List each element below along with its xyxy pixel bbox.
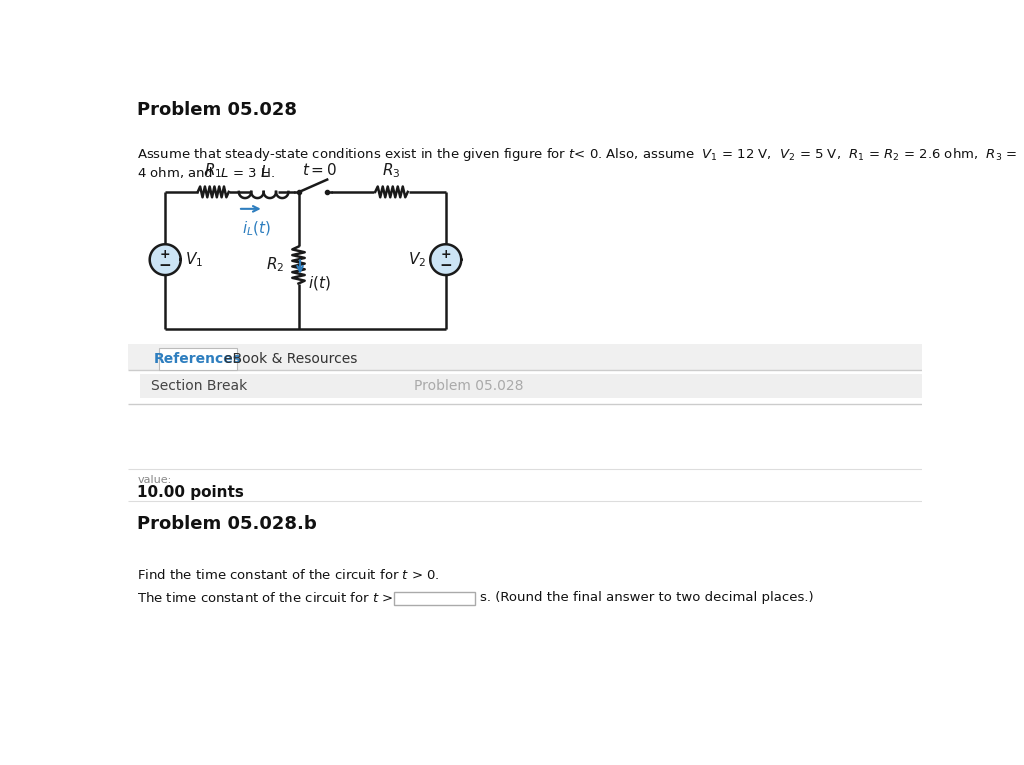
Text: Problem 05.028.b: Problem 05.028.b — [137, 516, 317, 533]
Text: value:: value: — [137, 475, 172, 485]
Bar — [394, 591, 475, 605]
Text: $i_L(t)$: $i_L(t)$ — [242, 220, 271, 238]
Text: Problem 05.028: Problem 05.028 — [137, 101, 297, 119]
Polygon shape — [430, 244, 461, 275]
Polygon shape — [150, 244, 180, 275]
Text: −: − — [159, 259, 172, 273]
Text: s. (Round the final answer to two decimal places.): s. (Round the final answer to two decima… — [480, 591, 813, 604]
Bar — [159, 348, 237, 369]
Text: $L$: $L$ — [260, 164, 270, 180]
Bar — [139, 373, 922, 399]
Text: References: References — [154, 352, 242, 366]
Text: $t = 0$: $t = 0$ — [302, 162, 337, 178]
Text: Assume that steady-state conditions exist in the given figure for $t$< 0. Also, : Assume that steady-state conditions exis… — [137, 145, 1018, 180]
Bar — [128, 369, 922, 405]
Text: 10.00 points: 10.00 points — [137, 484, 244, 500]
Text: The time constant of the circuit for $t$ > 0 is $\tau$ =: The time constant of the circuit for $t$… — [137, 591, 449, 605]
Text: $V_1$: $V_1$ — [184, 250, 203, 269]
Bar — [128, 344, 922, 401]
Text: $i(t)$: $i(t)$ — [308, 275, 331, 292]
Text: $R_1$: $R_1$ — [204, 161, 222, 180]
Text: Find the time constant of the circuit for $t$ > 0.: Find the time constant of the circuit fo… — [137, 568, 440, 581]
Text: +: + — [440, 248, 451, 261]
Text: $R_3$: $R_3$ — [382, 161, 400, 180]
Text: Section Break: Section Break — [152, 379, 248, 393]
Text: Problem 05.028: Problem 05.028 — [415, 379, 523, 393]
Text: +: + — [160, 248, 171, 261]
Text: eBook & Resources: eBook & Resources — [224, 352, 357, 366]
Text: $V_2$: $V_2$ — [409, 250, 426, 269]
Text: −: − — [439, 259, 453, 273]
Text: $R_2$: $R_2$ — [266, 256, 285, 275]
